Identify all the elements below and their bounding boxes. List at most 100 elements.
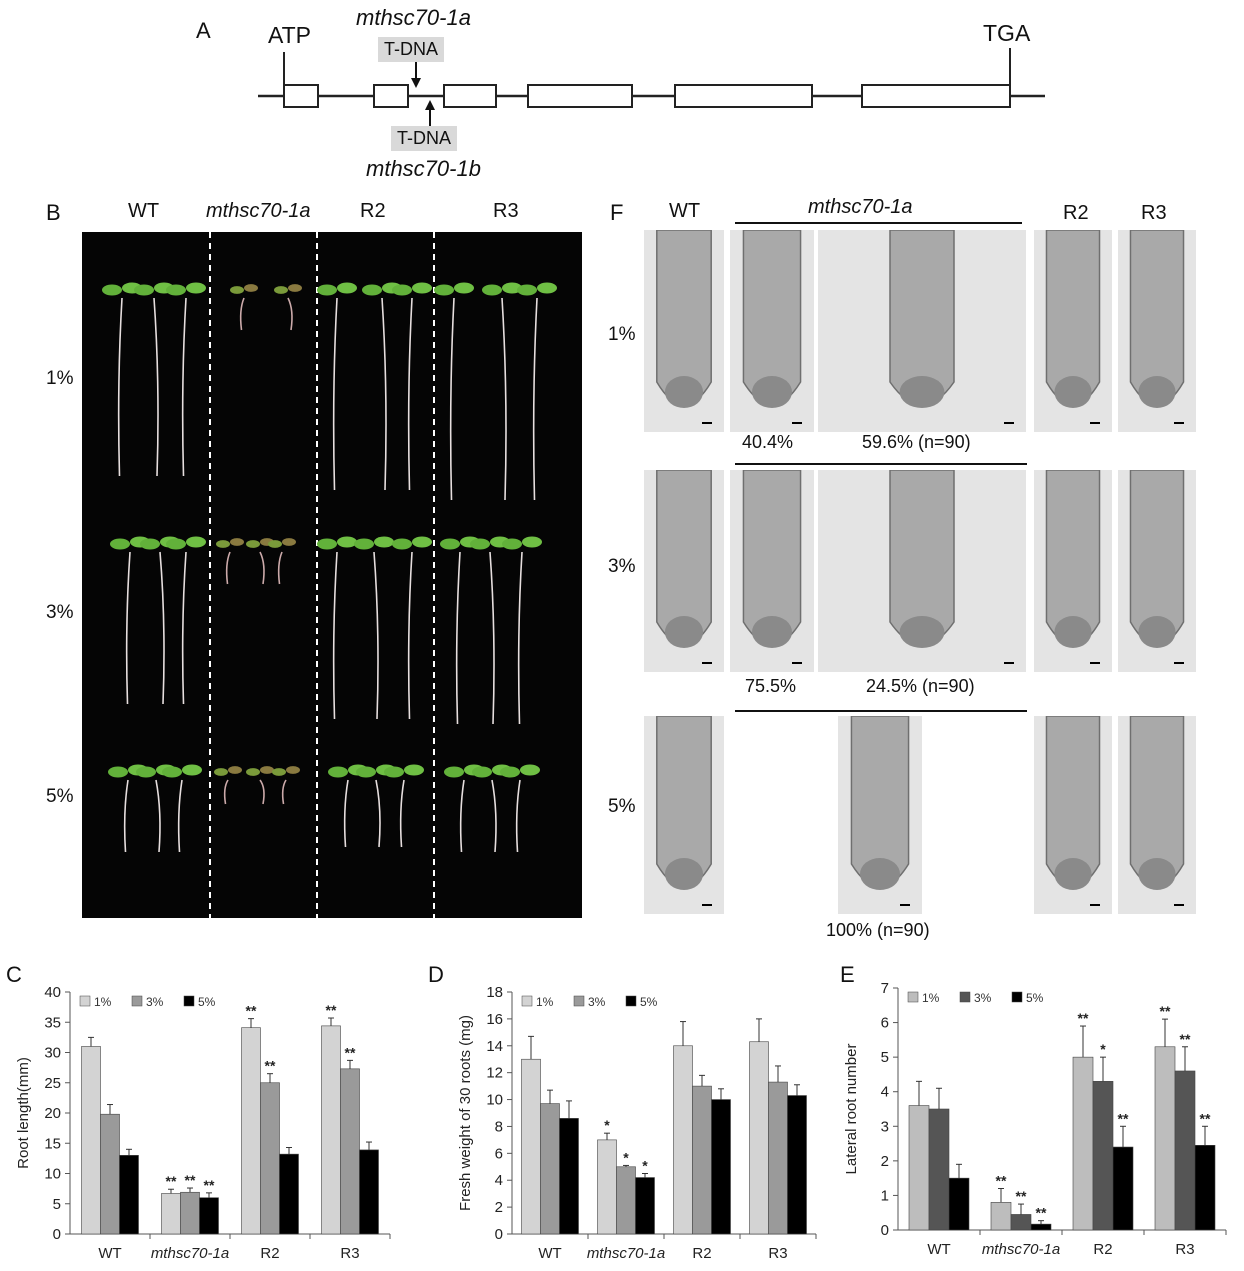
- y-tick-label: 3: [881, 1118, 889, 1135]
- root-meristem: [664, 376, 704, 408]
- seedling-r3-g2-3-root: [281, 779, 287, 805]
- micrograph-r1-c5: [1118, 230, 1196, 432]
- y-tick-label: 1: [881, 1187, 889, 1204]
- seedling-r1-g1-1-root: [117, 297, 123, 477]
- seedling-r3-g4-3-leaf-left: [500, 766, 520, 778]
- panel-e-label: E: [840, 962, 855, 987]
- seedling-r3-g2-2-root: [259, 779, 265, 805]
- gene-model: [258, 48, 1045, 128]
- root-meristem: [899, 376, 945, 408]
- significance-label: *: [623, 1149, 629, 1165]
- seedling-r3-g1-2-leaf-left: [136, 766, 156, 778]
- seedling-r3-g3-2-leaf-left: [356, 766, 376, 778]
- significance-label: **: [1200, 1110, 1211, 1126]
- seedling-r1-g1-3-leaf-left: [166, 284, 186, 296]
- scale-bar: [1174, 662, 1184, 664]
- seedling-r3-g2-3-leaf-left: [272, 768, 286, 776]
- seedling-r3-g2-2-leaf-left: [246, 768, 260, 776]
- bar-R3-5%: [787, 1095, 807, 1235]
- root-meristem: [664, 616, 704, 648]
- scale-bar: [1004, 662, 1014, 664]
- chart-fresh-weight: 0 2 4 6 8 10 12 14 16 18 Fresh weight of 30 roots …: [457, 984, 817, 1262]
- y-tick-label: 20: [44, 1105, 61, 1122]
- y-tick-label: 6: [881, 1015, 889, 1032]
- root-tip-drawing: [742, 230, 802, 408]
- seedling-r2-g2-1-leaf-left: [216, 540, 230, 548]
- y-tick-label: 30: [44, 1045, 61, 1062]
- panel-b-col-mthsc70-1a: mthsc70-1a: [206, 200, 311, 222]
- y-tick-label: 0: [53, 1226, 61, 1243]
- panel-f-col-wt: WT: [669, 200, 701, 222]
- bar-mthsc70-1a-1%: [597, 1139, 617, 1235]
- seedling-r1-g2-1-leaf-left: [230, 286, 244, 294]
- seedling-r3-g4-3-leaf-right: [520, 764, 540, 776]
- panel-b-col-wt: WT: [128, 200, 160, 222]
- panel-b-col-r2: R2: [360, 200, 386, 222]
- seedling-r3-g2-1-leaf-left: [214, 768, 228, 776]
- seedling-r2-g3-1-leaf-left: [317, 538, 337, 550]
- root-meristem: [899, 616, 945, 648]
- bar-WT-1%: [81, 1046, 101, 1235]
- panel-b-col-r3: R3: [493, 200, 519, 222]
- seedling-r2-g3-2-leaf-left: [354, 538, 374, 550]
- y-tick-label: 0: [881, 1222, 889, 1239]
- bar-WT-3%: [540, 1103, 560, 1235]
- seedling-r2-g3-3-leaf-right: [412, 536, 432, 548]
- seedling-r1-g4-3-leaf-left: [517, 284, 537, 296]
- seedling-r1-g3-3-leaf-left: [392, 284, 412, 296]
- seedling-r3-g3-3-root: [399, 779, 405, 848]
- chart-root-length: 0 5 10 15 20 25 30 35 40 Root length(mm) WT mthsc70…: [15, 984, 391, 1262]
- root-meristem: [664, 858, 704, 890]
- bar-R2-5%: [1112, 1146, 1134, 1231]
- seedling-r1-g4-3-leaf-right: [537, 282, 557, 294]
- scale-bar: [1174, 904, 1184, 906]
- seedling-r3-g4-2-root: [491, 779, 497, 853]
- root-tip-drawing: [1129, 230, 1185, 408]
- panel-f-pct-3b: 24.5% (n=90): [866, 676, 975, 696]
- seedling-r3-g1-1-leaf-left: [108, 766, 128, 778]
- exon-1: [283, 84, 319, 108]
- micrograph-r3-c3: [838, 716, 922, 914]
- x-tick-label: WT: [98, 1245, 121, 1262]
- bar-R2-3%: [260, 1082, 280, 1235]
- y-tick-label: 10: [44, 1166, 61, 1183]
- x-tick-label: R2: [692, 1245, 711, 1262]
- seedling-r3-g3-1-leaf-left: [328, 766, 348, 778]
- y-tick-label: 8: [495, 1118, 503, 1135]
- root-tip-drawing: [889, 470, 955, 648]
- bar-R3-5%: [359, 1149, 379, 1235]
- significance-label: **: [326, 1002, 337, 1018]
- seedling-r2-g2-3-root: [277, 551, 283, 585]
- tdna-top-label: T-DNA: [378, 37, 444, 62]
- bar-mthsc70-1a-1%: [990, 1202, 1012, 1231]
- seedling-r1-g4-1-root: [449, 297, 455, 501]
- seedling-r3-g4-1-root: [459, 779, 465, 853]
- scale-bar: [792, 662, 802, 664]
- seedling-r3-g4-2-leaf-left: [472, 766, 492, 778]
- x-tick-label: WT: [927, 1241, 950, 1258]
- micrograph-r1-c1: [644, 230, 724, 432]
- micrograph-r2-c3: [818, 470, 1026, 672]
- bar-R2-5%: [279, 1153, 299, 1235]
- significance-label: **: [345, 1044, 356, 1060]
- legend-label: 5%: [1026, 991, 1044, 1005]
- bar-R3-3%: [340, 1068, 360, 1235]
- legend-swatch-5%: [625, 995, 637, 1007]
- seedling-r3-g3-3-leaf-left: [384, 766, 404, 778]
- y-tick-label: 6: [495, 1145, 503, 1162]
- x-tick-label: R3: [768, 1245, 787, 1262]
- seedling-r2-g3-2-leaf-right: [374, 536, 394, 548]
- seedling-r1-g4-2-root: [501, 297, 507, 501]
- seedling-r2-g4-3-leaf-right: [522, 536, 542, 548]
- significance-label: **: [1016, 1188, 1027, 1204]
- panel-b-row-1pct: 1%: [46, 368, 74, 389]
- y-tick-label: 25: [44, 1075, 61, 1092]
- start-codon-label: ATP: [268, 22, 312, 48]
- bar-mthsc70-1a-5%: [199, 1197, 219, 1235]
- significance-label: **: [1036, 1205, 1047, 1221]
- significance-label: *: [604, 1117, 610, 1133]
- seedling-r2-g4-3-root: [517, 551, 523, 725]
- micrograph-r1-c4: [1034, 230, 1112, 432]
- exon-2: [373, 84, 409, 108]
- root-meristem: [752, 376, 792, 408]
